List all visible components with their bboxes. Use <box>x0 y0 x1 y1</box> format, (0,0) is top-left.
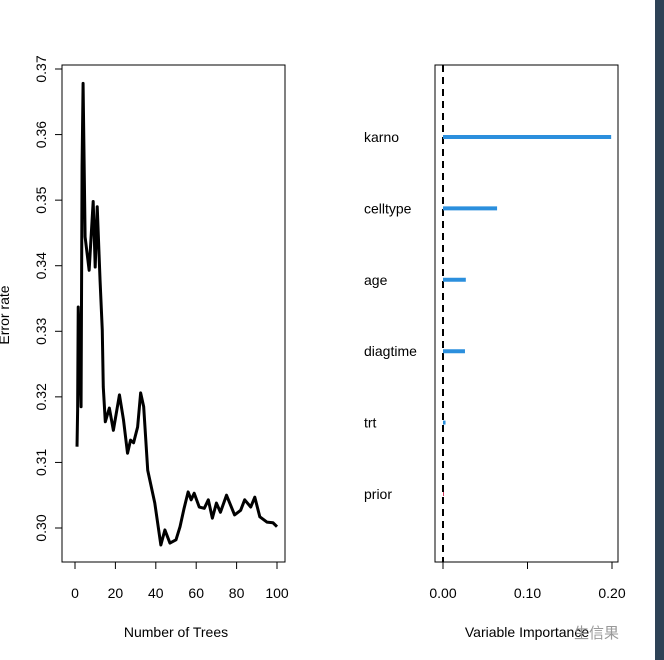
x-tick-label: 60 <box>188 585 204 601</box>
variable-label: trt <box>364 415 377 431</box>
variable-label: celltype <box>364 200 412 216</box>
variable-label: prior <box>364 486 392 502</box>
y-tick-label: 0.36 <box>33 121 49 148</box>
x-tick-label: 0.10 <box>514 585 541 601</box>
error-rate-line <box>75 81 279 547</box>
y-tick-label: 0.33 <box>33 317 49 344</box>
window-edge <box>655 0 664 660</box>
x-tick-label: 100 <box>265 585 289 601</box>
plot-frame-left <box>61 64 286 563</box>
x-axis-label: Variable Importance <box>465 624 589 640</box>
y-axis-label: Error rate <box>0 285 12 344</box>
y-tick-label: 0.30 <box>33 514 49 541</box>
x-tick-label: 0 <box>71 585 79 601</box>
x-tick-label: 40 <box>148 585 164 601</box>
x-tick-label: 80 <box>229 585 245 601</box>
watermark: 生信果 <box>574 625 620 642</box>
variable-label: diagtime <box>364 343 417 359</box>
y-tick-label: 0.37 <box>33 55 49 82</box>
y-tick-label: 0.35 <box>33 186 49 213</box>
variable-label: karno <box>364 129 399 145</box>
plot-frame-right <box>434 64 619 563</box>
y-tick-label: 0.32 <box>33 383 49 410</box>
y-tick-label: 0.34 <box>33 252 49 279</box>
y-tick-label: 0.31 <box>33 449 49 476</box>
x-tick-label: 0.00 <box>429 585 456 601</box>
x-tick-label: 20 <box>108 585 124 601</box>
x-axis-label: Number of Trees <box>124 624 228 640</box>
x-tick-label: 0.20 <box>598 585 625 601</box>
variable-label: age <box>364 272 388 288</box>
